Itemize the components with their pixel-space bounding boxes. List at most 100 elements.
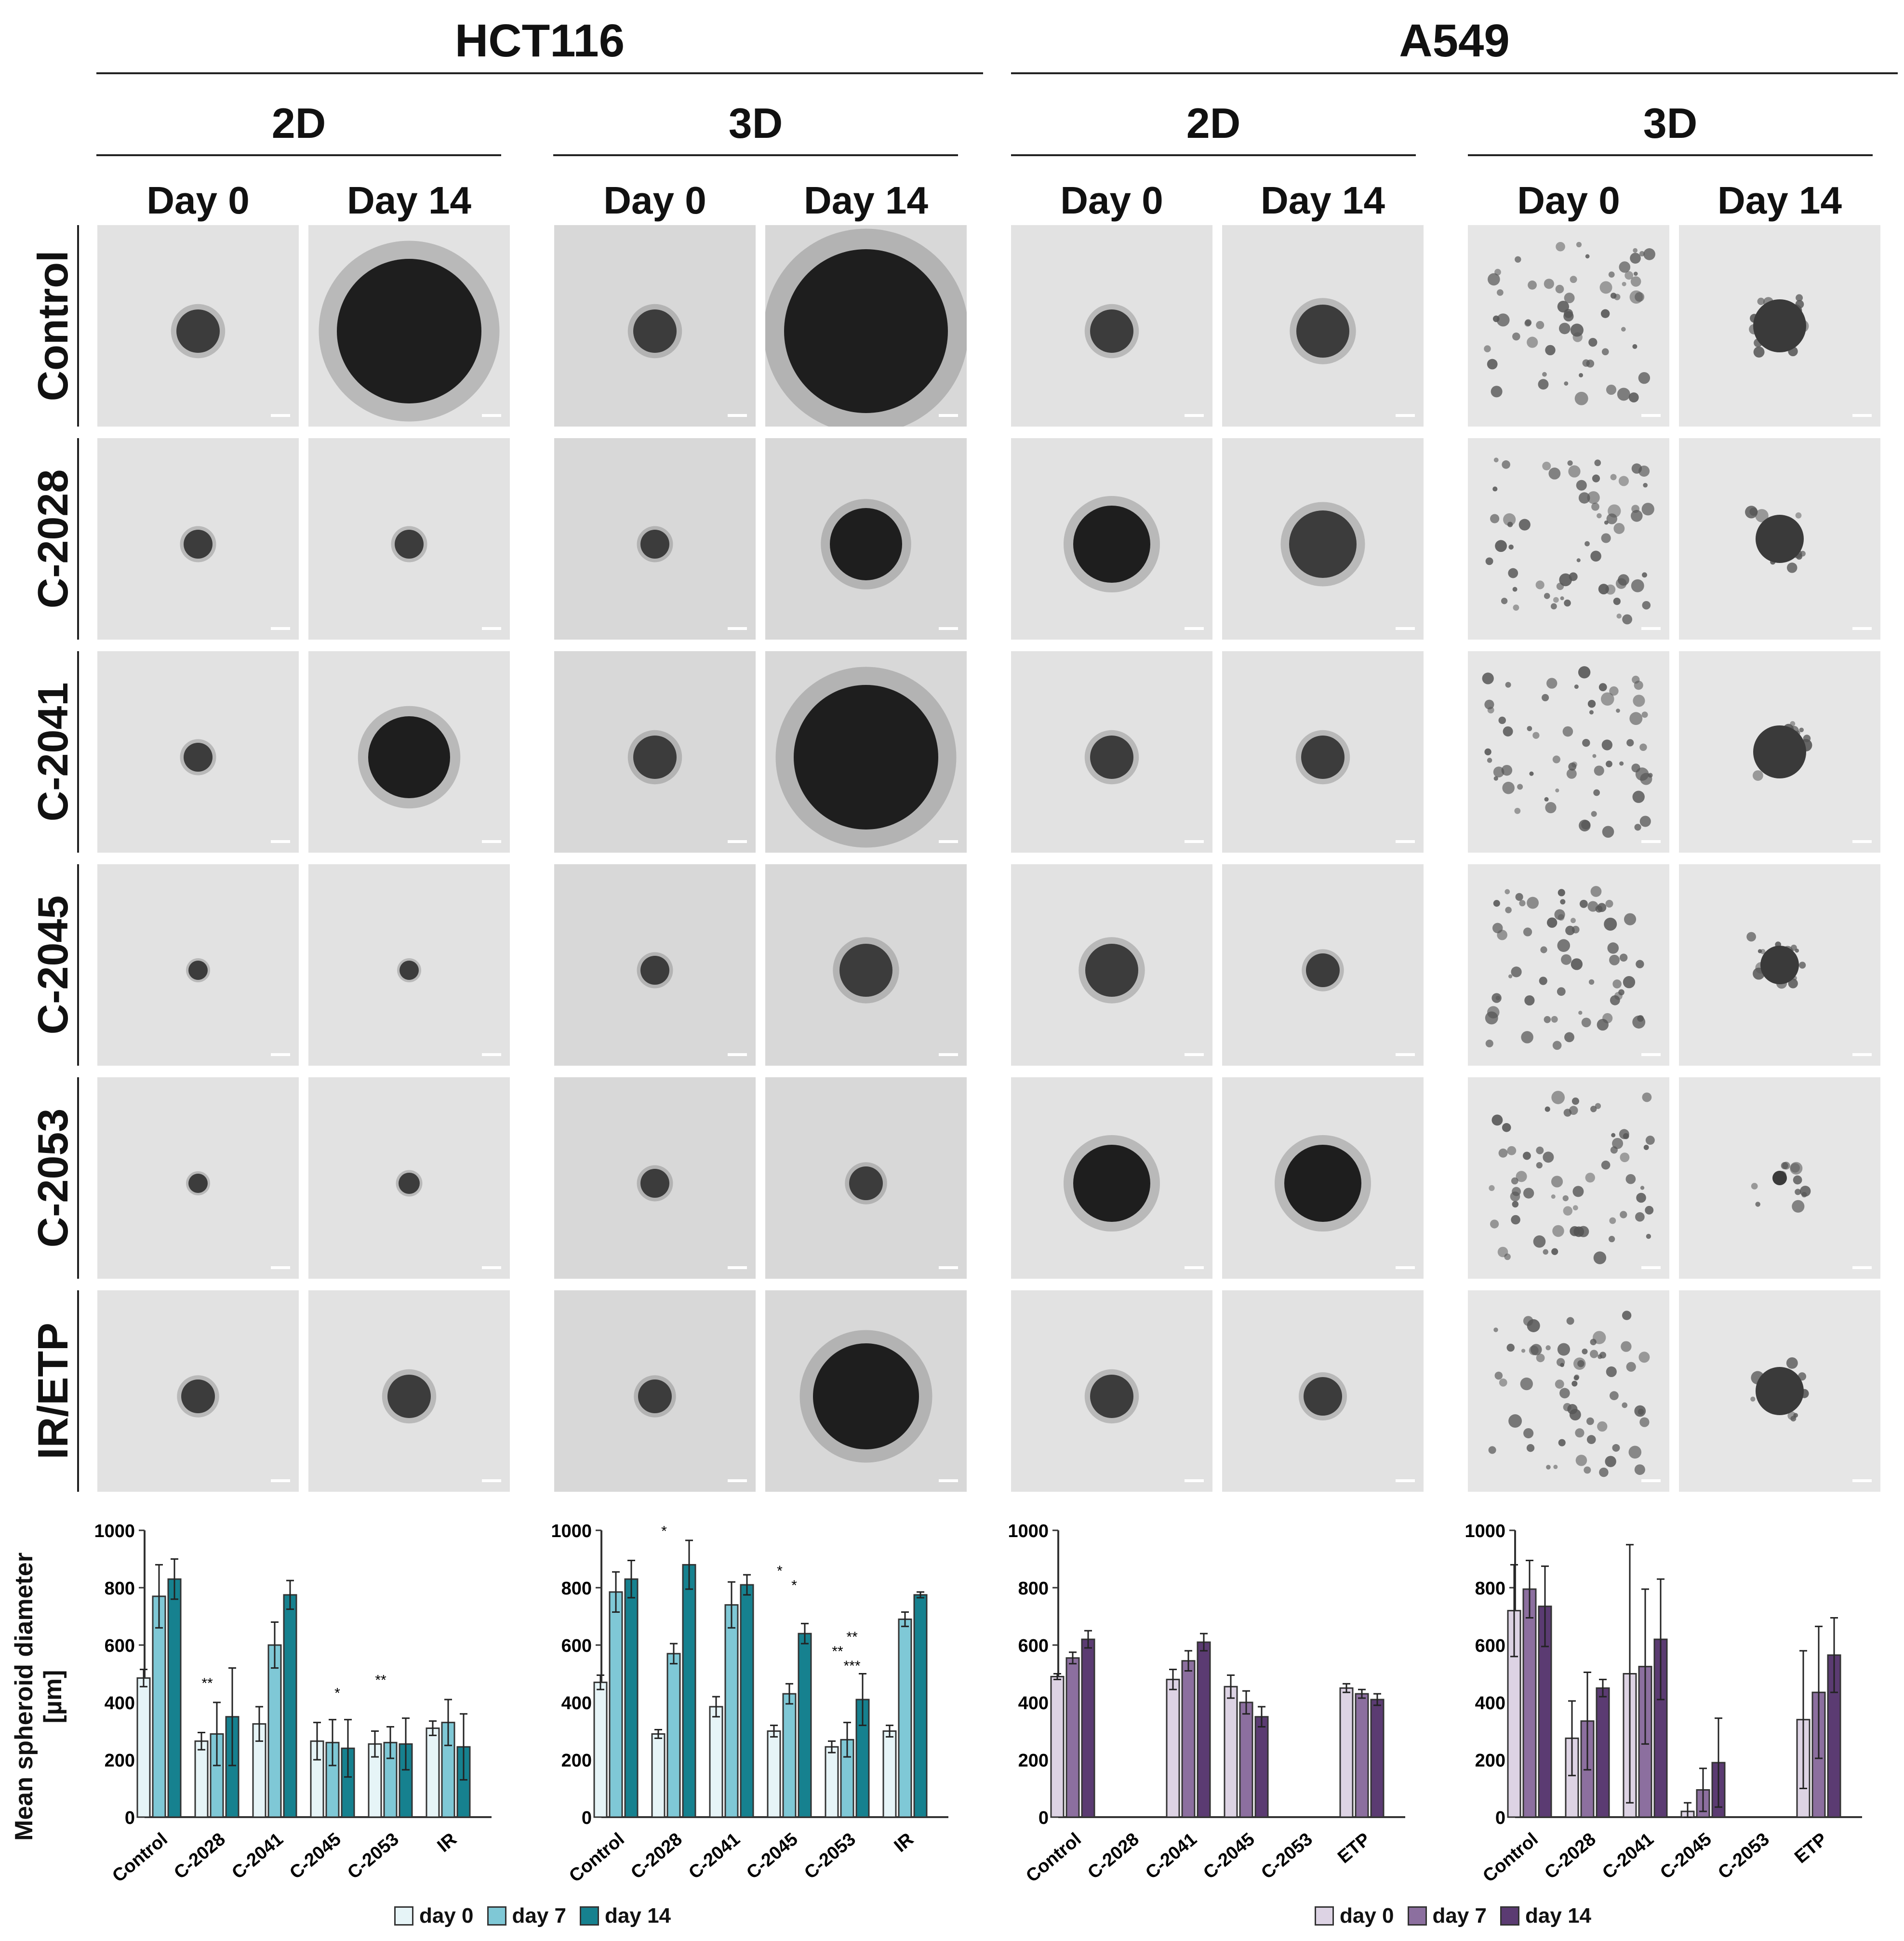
bar bbox=[383, 1741, 398, 1818]
culture-header-hct116-3d: 3D bbox=[728, 99, 783, 147]
micrograph-tile bbox=[554, 864, 756, 1066]
scale-bar bbox=[482, 414, 501, 417]
micrograph-graphic bbox=[765, 228, 967, 427]
bar bbox=[167, 1578, 182, 1818]
micrograph-tile bbox=[1679, 651, 1880, 853]
scale-bar bbox=[1852, 627, 1872, 630]
scale-bar bbox=[1185, 1266, 1204, 1269]
culture-header-a549-2d: 2D bbox=[1186, 99, 1241, 147]
x-tick-label: C-2053 bbox=[800, 1829, 859, 1883]
day-header: Day 14 bbox=[347, 179, 471, 222]
micrograph-tile bbox=[97, 438, 299, 640]
scale-bar bbox=[271, 1266, 290, 1269]
day-header: Day 14 bbox=[1718, 179, 1842, 222]
scale-bar bbox=[1852, 1266, 1872, 1269]
y-tick-label: 0 bbox=[1039, 1808, 1049, 1828]
micrograph-tile bbox=[308, 438, 510, 640]
micrograph-graphic bbox=[1750, 1357, 1872, 1482]
bar bbox=[1081, 1638, 1095, 1818]
row-label-c2028: C-2028 bbox=[29, 469, 77, 609]
bar bbox=[624, 1578, 639, 1818]
bar bbox=[593, 1681, 608, 1818]
scale-bar bbox=[271, 1053, 290, 1056]
y-axis-label: Mean spheroid diameter [µm] bbox=[10, 1528, 67, 1865]
row-label-c2045: C-2045 bbox=[29, 895, 77, 1035]
bar bbox=[740, 1584, 754, 1818]
y-tick-label: 200 bbox=[105, 1751, 135, 1771]
micrograph-tile bbox=[308, 864, 510, 1066]
row-divider bbox=[77, 438, 79, 640]
bar bbox=[682, 1564, 696, 1818]
micrograph-graphic bbox=[391, 526, 501, 630]
scale-bar bbox=[1185, 414, 1204, 417]
bar bbox=[651, 1733, 666, 1818]
scale-bar bbox=[939, 1053, 958, 1056]
micrograph-tile bbox=[1468, 651, 1669, 853]
micrograph-tile bbox=[97, 225, 299, 427]
scale-bar bbox=[271, 414, 290, 417]
row-divider bbox=[77, 1290, 79, 1492]
micrograph-tile bbox=[1011, 1077, 1212, 1279]
micrograph-graphic bbox=[1078, 937, 1204, 1056]
x-tick-label: C-2041 bbox=[228, 1829, 287, 1883]
micrograph-graphic bbox=[171, 304, 290, 417]
x-tick-label: Control bbox=[108, 1829, 171, 1887]
y-tick-label: 200 bbox=[1475, 1751, 1505, 1771]
micrograph-tile bbox=[97, 1290, 299, 1492]
bar bbox=[898, 1618, 912, 1818]
significance-marker: *** bbox=[843, 1658, 860, 1674]
y-tick-label: 1000 bbox=[1008, 1521, 1049, 1541]
micrograph-graphic bbox=[382, 1369, 501, 1482]
row-label-ir-etp: IR/ETP bbox=[29, 1323, 77, 1459]
micrograph-graphic bbox=[186, 958, 290, 1056]
legend-a549: day 0 day 7 day 14 bbox=[1301, 1904, 1591, 1928]
legend-swatch-day14 bbox=[1500, 1906, 1520, 1926]
micrograph-tile bbox=[97, 1077, 299, 1279]
y-axis-label-line2: [µm] bbox=[39, 1670, 67, 1724]
bar bbox=[882, 1730, 897, 1818]
y-tick-label: 1000 bbox=[1465, 1521, 1505, 1541]
scale-bar bbox=[1396, 1053, 1415, 1056]
scale-bar bbox=[1641, 1053, 1661, 1056]
micrograph-graphic bbox=[180, 739, 290, 843]
x-tick-label: C-2053 bbox=[1257, 1829, 1316, 1883]
bar bbox=[1181, 1660, 1196, 1818]
scale-bar bbox=[728, 627, 747, 630]
x-tick-label: C-2053 bbox=[1714, 1829, 1773, 1883]
row-divider bbox=[77, 225, 79, 427]
micrograph-tile bbox=[308, 651, 510, 853]
micrograph-tile bbox=[1222, 864, 1424, 1066]
x-tick-label: C-2045 bbox=[1199, 1829, 1258, 1883]
micrograph-tile bbox=[554, 1077, 756, 1279]
micrograph-tile bbox=[308, 1290, 510, 1492]
cell-line-header-a549: A549 bbox=[1399, 15, 1510, 67]
scale-bar bbox=[1641, 1479, 1661, 1482]
bar bbox=[1197, 1641, 1211, 1818]
micrograph-graphic bbox=[1482, 666, 1661, 843]
bar bbox=[1050, 1675, 1065, 1818]
x-tick-label: IR bbox=[434, 1829, 461, 1857]
y-tick-label: 1000 bbox=[551, 1521, 592, 1541]
y-tick-label: 800 bbox=[1018, 1579, 1049, 1599]
micrograph-graphic bbox=[1064, 496, 1204, 630]
culture-header-a549-3d: 3D bbox=[1643, 99, 1698, 147]
micrograph-graphic bbox=[396, 1170, 501, 1269]
bar bbox=[1065, 1657, 1080, 1818]
scale-bar bbox=[1852, 1479, 1872, 1482]
micrograph-tile bbox=[1468, 1290, 1669, 1492]
micrograph-tile bbox=[1011, 864, 1212, 1066]
scale-bar bbox=[939, 627, 958, 630]
micrograph-graphic bbox=[1485, 457, 1661, 630]
x-tick-label: ETP bbox=[1791, 1829, 1831, 1868]
micrograph-graphic bbox=[1299, 1372, 1415, 1482]
x-tick-label: IR bbox=[891, 1829, 918, 1857]
legend-label: day 14 bbox=[605, 1904, 671, 1928]
micrograph-graphic bbox=[833, 937, 958, 1056]
day-header: Day 0 bbox=[1517, 179, 1620, 222]
bar bbox=[724, 1604, 739, 1818]
legend-label: day 0 bbox=[1340, 1904, 1394, 1928]
micrograph-tile bbox=[1222, 1077, 1424, 1279]
x-tick-label: C-2041 bbox=[1142, 1829, 1200, 1883]
scale-bar bbox=[939, 1479, 958, 1482]
significance-marker: ** bbox=[832, 1644, 843, 1660]
